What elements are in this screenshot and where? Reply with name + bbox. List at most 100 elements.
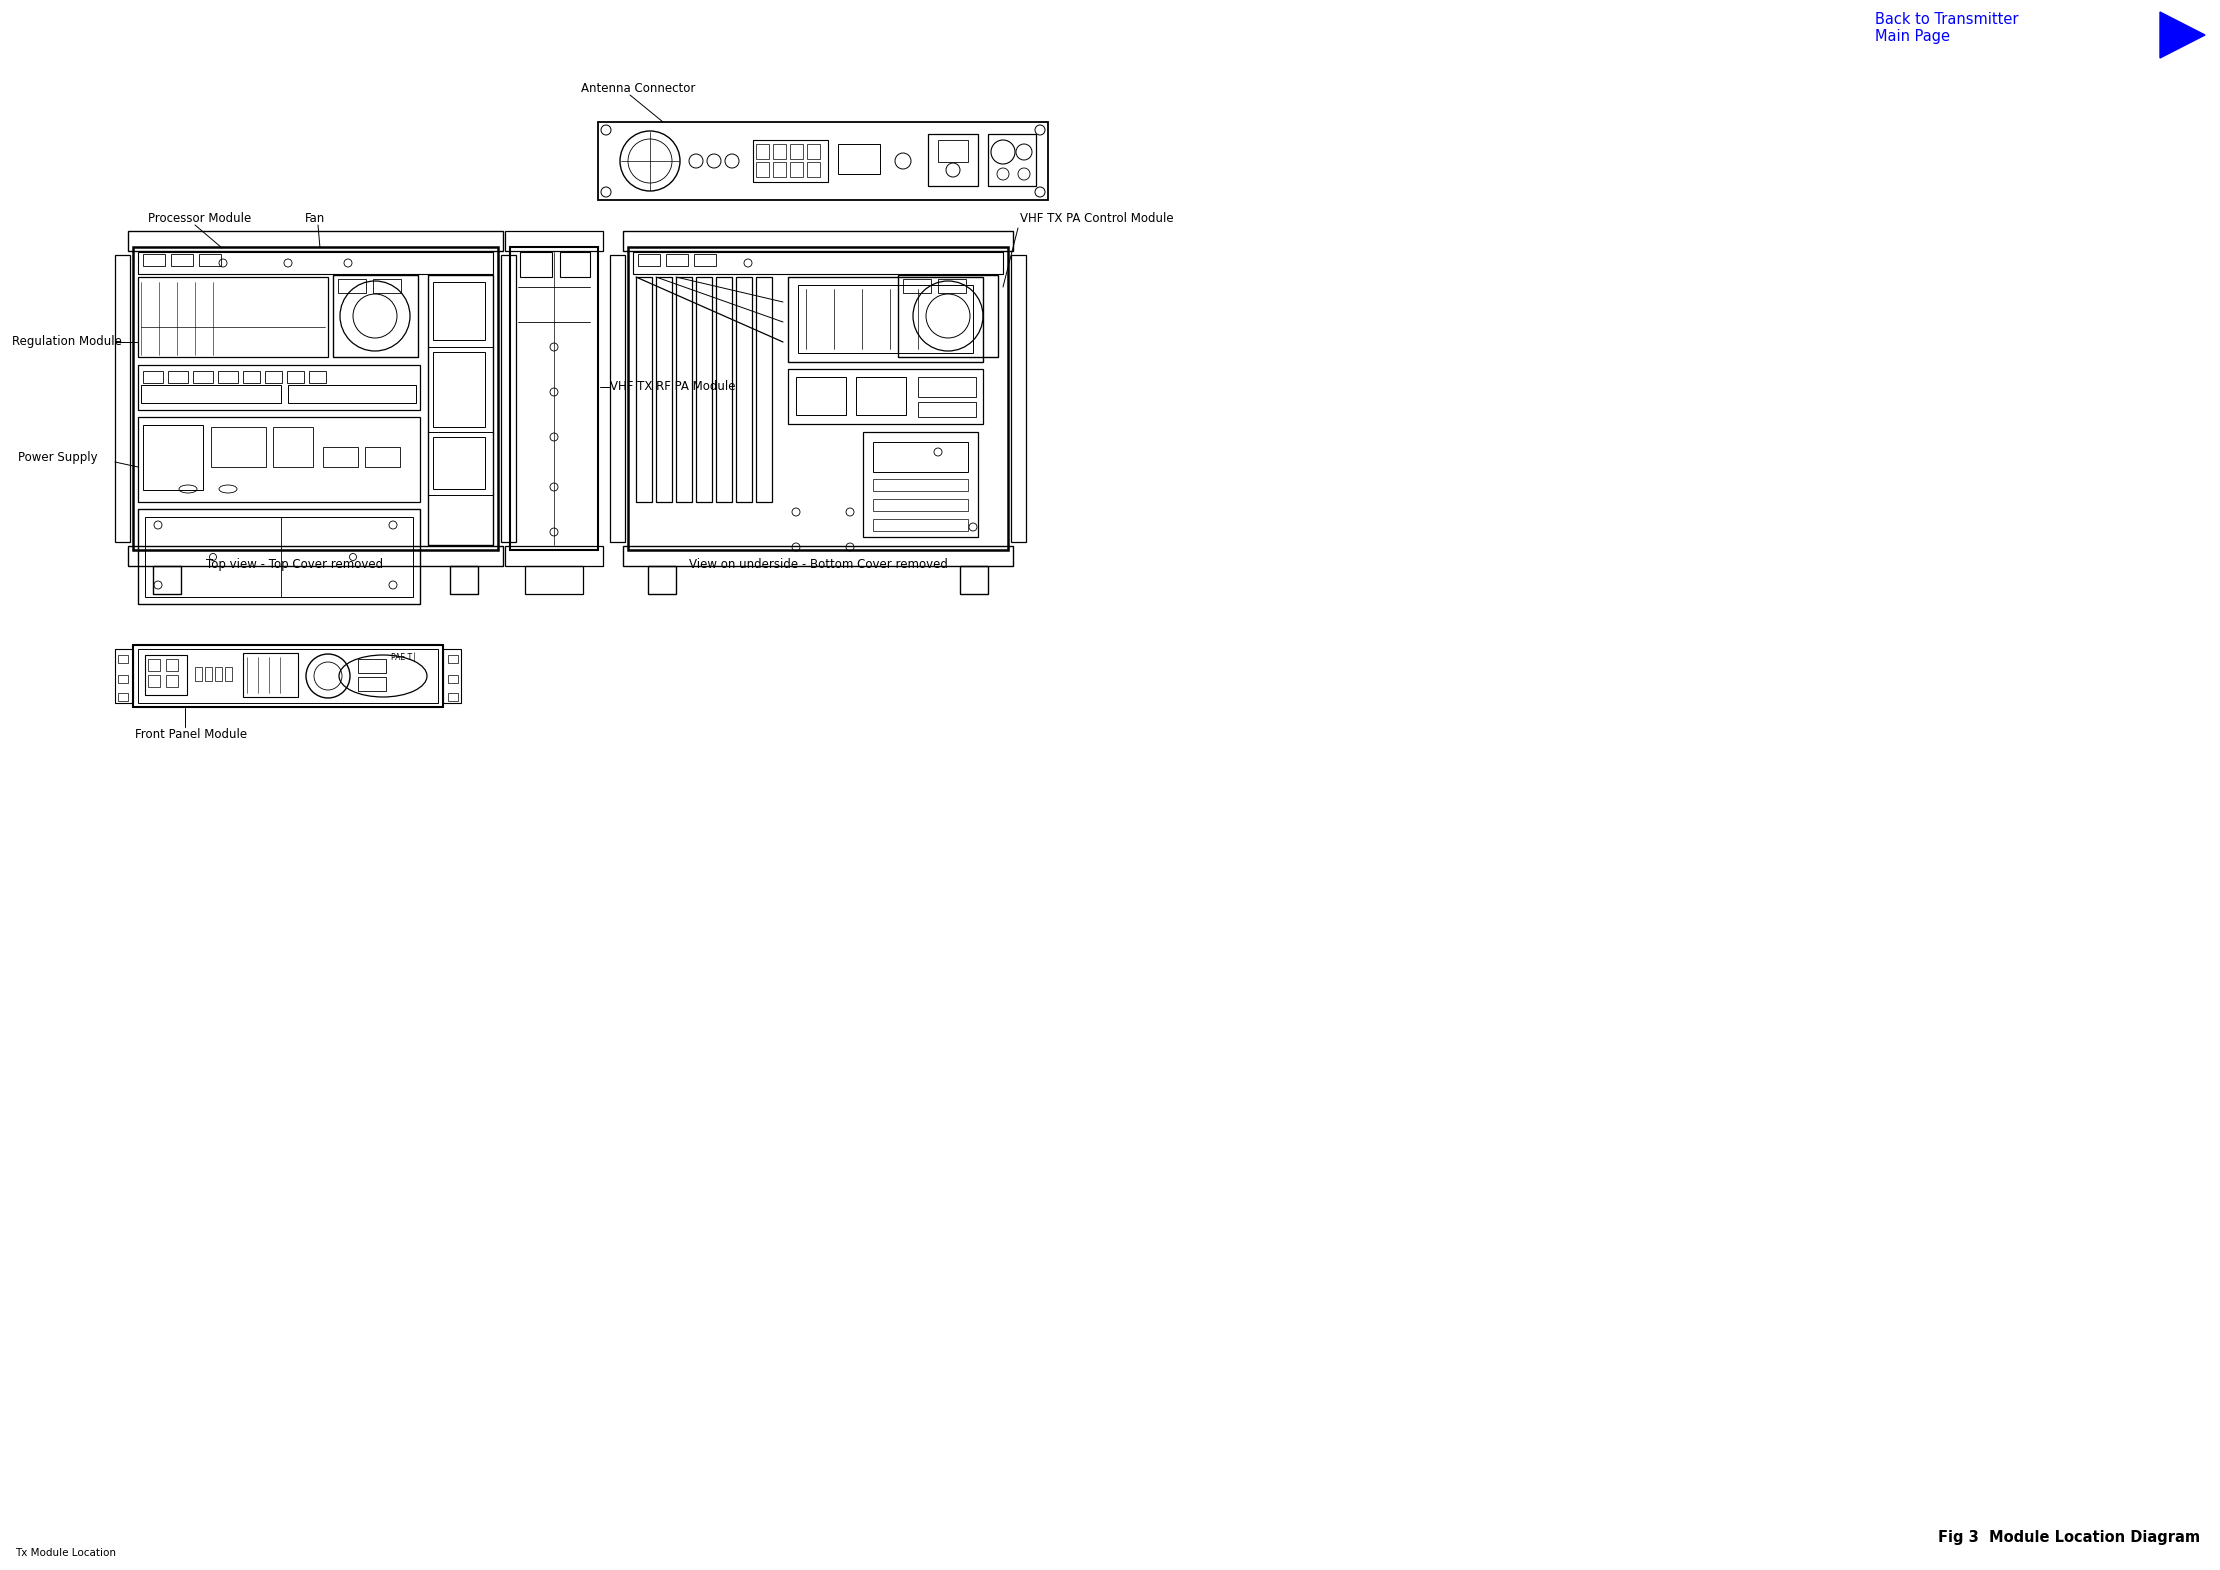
Bar bbox=[200, 254, 222, 265]
Bar bbox=[129, 546, 504, 567]
Bar bbox=[773, 162, 786, 177]
Bar bbox=[149, 675, 160, 688]
Bar bbox=[695, 254, 717, 265]
Bar bbox=[138, 509, 420, 604]
Bar bbox=[129, 231, 504, 251]
Text: Regulation Module: Regulation Module bbox=[11, 336, 122, 349]
Bar bbox=[864, 432, 979, 537]
Bar bbox=[624, 546, 1012, 567]
Bar bbox=[133, 246, 497, 550]
Bar bbox=[138, 276, 329, 356]
Bar bbox=[133, 645, 444, 706]
Bar bbox=[788, 276, 983, 363]
Bar bbox=[939, 140, 968, 162]
Bar bbox=[633, 253, 1003, 275]
Bar bbox=[144, 655, 186, 696]
Bar bbox=[195, 667, 202, 681]
Bar bbox=[919, 402, 977, 418]
Bar bbox=[142, 254, 164, 265]
Bar bbox=[872, 499, 968, 510]
Bar bbox=[637, 254, 659, 265]
Bar bbox=[757, 144, 768, 159]
Bar bbox=[757, 276, 773, 502]
Bar bbox=[149, 659, 160, 670]
Bar bbox=[939, 279, 966, 294]
Bar bbox=[211, 427, 266, 466]
Bar bbox=[153, 567, 182, 593]
Text: Fig 3  Module Location Diagram: Fig 3 Module Location Diagram bbox=[1938, 1531, 2200, 1545]
Bar bbox=[309, 371, 326, 383]
Text: PAE T│: PAE T│ bbox=[391, 653, 417, 663]
Bar bbox=[289, 385, 415, 403]
Bar bbox=[757, 162, 768, 177]
Bar bbox=[597, 122, 1048, 199]
Bar bbox=[138, 418, 420, 502]
Bar bbox=[872, 520, 968, 531]
Text: VHF TX RF PA Module: VHF TX RF PA Module bbox=[610, 380, 735, 394]
Bar bbox=[138, 648, 437, 703]
Bar bbox=[166, 659, 178, 670]
Bar bbox=[511, 246, 597, 550]
Bar bbox=[204, 667, 211, 681]
Bar bbox=[697, 276, 713, 502]
Bar bbox=[624, 231, 1012, 251]
Bar bbox=[142, 371, 162, 383]
Bar bbox=[502, 254, 515, 542]
Bar bbox=[433, 352, 484, 427]
Bar bbox=[959, 567, 988, 593]
Bar bbox=[115, 648, 133, 703]
Text: Top view - Top Cover removed: Top view - Top Cover removed bbox=[206, 557, 384, 571]
Text: Processor Module: Processor Module bbox=[149, 212, 251, 225]
Bar bbox=[790, 144, 804, 159]
Bar bbox=[224, 667, 233, 681]
Bar bbox=[357, 677, 386, 691]
Text: Fan: Fan bbox=[304, 212, 326, 225]
Bar bbox=[504, 231, 604, 251]
Bar bbox=[193, 371, 213, 383]
Bar bbox=[773, 144, 786, 159]
Bar bbox=[655, 276, 673, 502]
Bar bbox=[872, 443, 968, 473]
Bar bbox=[857, 377, 906, 414]
Bar bbox=[797, 377, 846, 414]
Bar bbox=[648, 567, 677, 593]
Bar bbox=[837, 144, 879, 174]
Bar bbox=[242, 653, 297, 697]
Bar bbox=[988, 133, 1037, 185]
Bar bbox=[451, 567, 477, 593]
Bar bbox=[171, 254, 193, 265]
Bar bbox=[872, 479, 968, 491]
Bar bbox=[808, 144, 819, 159]
Text: Antenna Connector: Antenna Connector bbox=[582, 82, 695, 96]
Bar bbox=[448, 692, 457, 700]
Bar bbox=[433, 283, 484, 341]
Bar bbox=[448, 655, 457, 663]
Bar bbox=[797, 286, 972, 353]
Bar bbox=[118, 692, 129, 700]
Bar bbox=[448, 675, 457, 683]
Text: VHF TX PA Control Module: VHF TX PA Control Module bbox=[1019, 212, 1174, 225]
Bar bbox=[788, 369, 983, 424]
Bar bbox=[677, 276, 693, 502]
Bar bbox=[428, 275, 493, 545]
Bar bbox=[115, 254, 131, 542]
Bar bbox=[808, 162, 819, 177]
Text: Front Panel Module: Front Panel Module bbox=[135, 728, 246, 741]
Bar bbox=[666, 254, 688, 265]
Bar bbox=[519, 253, 553, 276]
Bar bbox=[169, 371, 189, 383]
Bar bbox=[373, 279, 402, 294]
Bar bbox=[166, 675, 178, 688]
Bar bbox=[218, 371, 238, 383]
Bar bbox=[142, 385, 282, 403]
Bar bbox=[118, 655, 129, 663]
Bar bbox=[904, 279, 930, 294]
Bar bbox=[717, 276, 733, 502]
Bar bbox=[138, 364, 420, 410]
Bar bbox=[524, 567, 584, 593]
Text: Power Supply: Power Supply bbox=[18, 452, 98, 465]
Bar bbox=[919, 377, 977, 397]
Bar bbox=[444, 648, 462, 703]
Bar bbox=[559, 253, 591, 276]
Polygon shape bbox=[2160, 13, 2204, 58]
